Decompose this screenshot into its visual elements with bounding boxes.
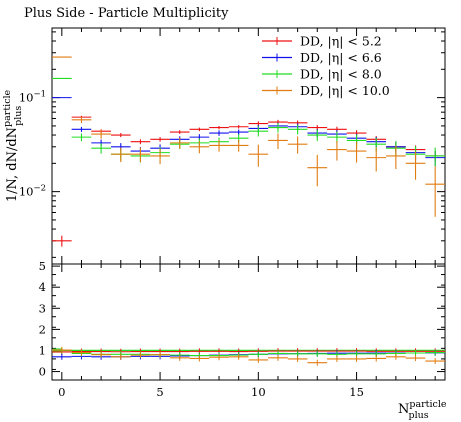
ratio-y-tick-label: 2 bbox=[39, 322, 46, 336]
legend: DD, |η| < 5.2DD, |η| < 6.6 DD, |η| < 8.0D… bbox=[262, 34, 390, 98]
x-tick-label: 5 bbox=[156, 385, 163, 399]
x-tick-label: 15 bbox=[349, 385, 364, 399]
legend-label: DD, |η| < 6.6 bbox=[300, 50, 382, 65]
legend-label: DD, |η| < 8.0 bbox=[300, 67, 382, 82]
x-axis-label: Nparticle plus bbox=[398, 399, 447, 421]
y-tick-label: 10−1 bbox=[19, 90, 46, 105]
ratio-y-tick-label: 1 bbox=[39, 343, 46, 357]
ratio-plot-frame bbox=[51, 263, 446, 381]
ratio-y-tick-label: 4 bbox=[39, 280, 46, 294]
y-axis-label: 1/N, dN/dNparticleplus bbox=[2, 89, 24, 202]
x-tick-label: 10 bbox=[251, 385, 266, 399]
ratio-y-tick-label: 0 bbox=[39, 365, 46, 379]
x-tick-label: 0 bbox=[58, 385, 65, 399]
legend-label: DD, |η| < 5.2 bbox=[300, 34, 382, 49]
legend-label: DD, |η| < 10.0 bbox=[300, 83, 390, 98]
y-tick-label: 10−2 bbox=[19, 184, 46, 199]
ratio-y-tick-label: 3 bbox=[39, 301, 46, 315]
main-plot-frame bbox=[51, 27, 446, 265]
ratio-y-tick-label: 5 bbox=[39, 259, 46, 273]
chart-title: Plus Side - Particle Multiplicity bbox=[24, 6, 229, 21]
